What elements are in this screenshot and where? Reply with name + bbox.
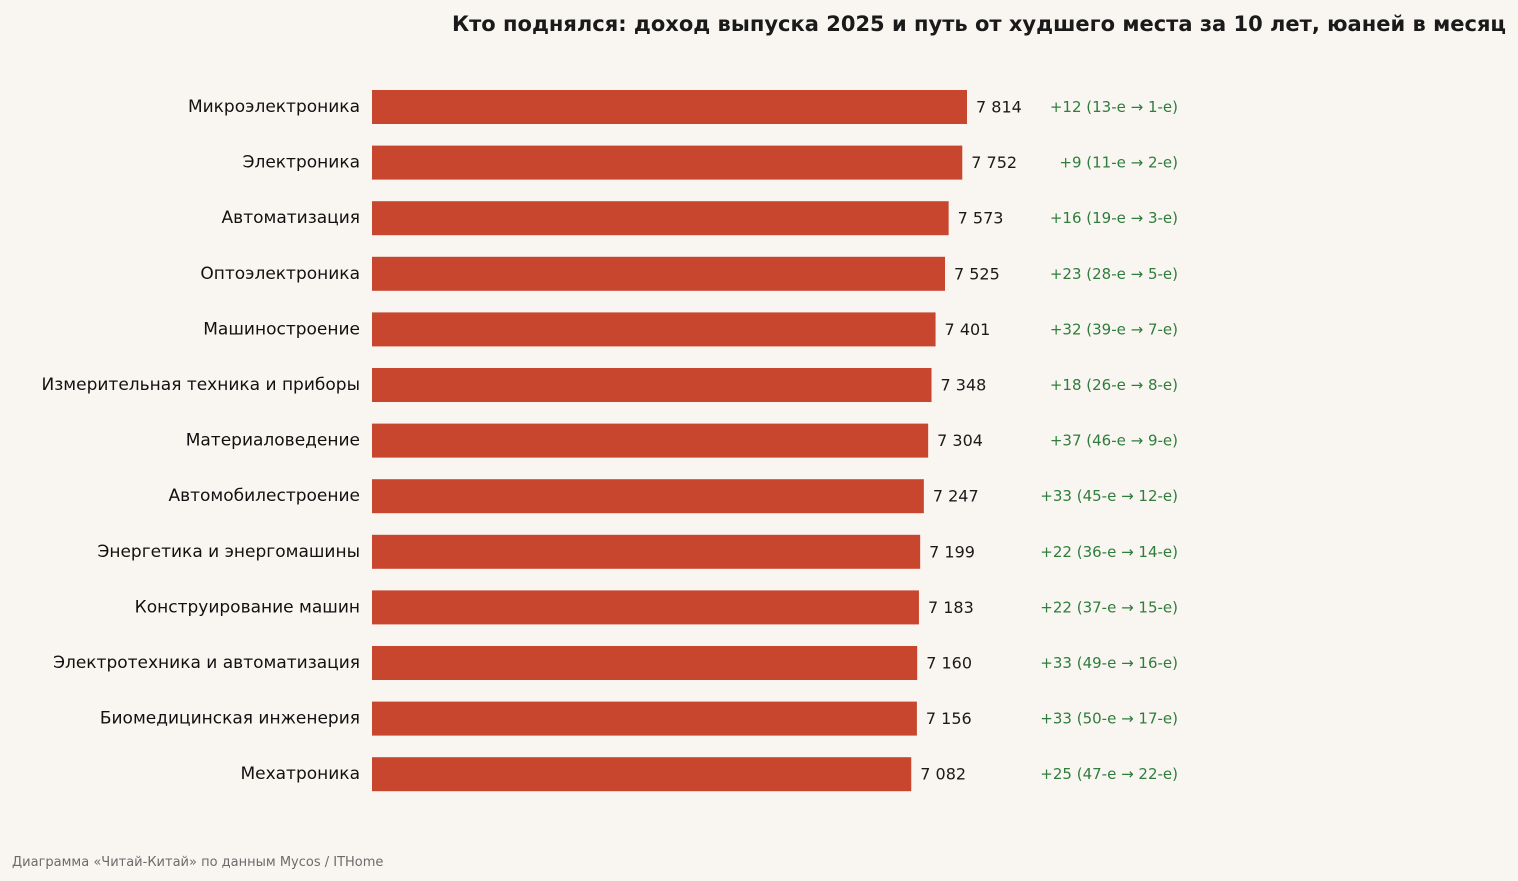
bar-group: Энергетика и энергомашины 7 199 +22 (36-е …	[97, 534, 1178, 569]
category-label: Энергетика и энергомашины	[97, 542, 360, 562]
value-label: 7 525	[954, 264, 1000, 283]
rank-change-label: +22 (37-е → 15-е)	[1040, 598, 1178, 616]
rank-change-label: +18 (26-е → 8-е)	[1050, 376, 1178, 394]
bar	[372, 368, 932, 402]
bars-layer: Микроэлектроника 7 814 +12 (13-е → 1-е) Эле…	[42, 90, 1178, 792]
bar	[372, 145, 963, 180]
bar-group: Автоматизация 7 573 +16 (19-е → 3-е)	[222, 201, 1178, 236]
category-label: Автоматизация	[222, 208, 360, 228]
category-label: Мехатроника	[240, 764, 360, 784]
rank-change-label: +37 (46-е → 9-е)	[1050, 432, 1178, 450]
bar	[372, 757, 912, 792]
category-label: Автомобилестроение	[168, 486, 360, 506]
chart-source: Диаграмма «Читай-Китай» по данным Mycos …	[12, 855, 383, 870]
value-label: 7 156	[926, 709, 972, 728]
category-label: Измерительная техника и приборы	[42, 375, 360, 395]
bar-group: Биомедицинская инженерия 7 156 +33 (50-е →…	[100, 701, 1178, 736]
category-label: Биомедицинская инженерия	[100, 709, 360, 729]
value-label: 7 199	[929, 542, 975, 561]
value-label: 7 183	[928, 598, 974, 617]
category-label: Электроника	[243, 153, 360, 173]
value-label: 7 247	[933, 487, 979, 506]
bar-group: Электротехника и автоматизация 7 160 +33 (…	[53, 646, 1178, 680]
bar-group: Материаловедение 7 304 +37 (46-е → 9-е)	[186, 423, 1178, 458]
bar	[372, 534, 921, 569]
bar	[372, 201, 949, 236]
bar	[372, 590, 919, 625]
bar-group: Конструирование машин 7 183 +22 (37-е → 15…	[135, 590, 1178, 625]
category-label: Электротехника и автоматизация	[53, 653, 360, 673]
bar	[372, 423, 929, 458]
rank-change-label: +33 (45-е → 12-е)	[1040, 487, 1178, 505]
bar-group: Мехатроника 7 082 +25 (47-е → 22-е)	[240, 757, 1178, 792]
rank-change-label: +12 (13-е → 1-е)	[1050, 98, 1178, 116]
value-label: 7 348	[941, 376, 987, 395]
bar-group: Микроэлектроника 7 814 +12 (13-е → 1-е)	[188, 90, 1178, 124]
category-label: Материаловедение	[186, 431, 360, 451]
value-label: 7 401	[945, 320, 991, 339]
bar	[372, 701, 917, 736]
rank-change-label: +25 (47-е → 22-е)	[1040, 765, 1178, 783]
value-label: 7 160	[926, 654, 972, 673]
category-label: Конструирование машин	[135, 597, 360, 617]
bar-group: Электроника 7 752 +9 (11-е → 2-е)	[243, 145, 1178, 180]
bar	[372, 479, 924, 514]
value-label: 7 752	[971, 153, 1017, 172]
rank-change-label: +33 (49-е → 16-е)	[1040, 654, 1178, 672]
chart-title: Кто поднялся: доход выпуска 2025 и путь …	[452, 12, 1506, 36]
value-label: 7 573	[958, 209, 1004, 228]
bar-group: Оптоэлектроника 7 525 +23 (28-е → 5-е)	[200, 256, 1178, 291]
rank-change-label: +9 (11-е → 2-е)	[1059, 154, 1178, 172]
bar-group: Измерительная техника и приборы 7 348 +18 …	[42, 368, 1178, 402]
bar	[372, 256, 945, 291]
rank-change-label: +32 (39-е → 7-е)	[1050, 320, 1178, 338]
rank-change-label: +16 (19-е → 3-е)	[1050, 209, 1178, 227]
bar-group: Автомобилестроение 7 247 +33 (45-е → 12-е)	[168, 479, 1178, 514]
bar-group: Машиностроение 7 401 +32 (39-е → 7-е)	[203, 312, 1178, 347]
value-label: 7 814	[976, 98, 1022, 117]
bar	[372, 646, 918, 680]
bar	[372, 312, 936, 347]
category-label: Оптоэлектроника	[200, 264, 360, 284]
rank-change-label: +22 (36-е → 14-е)	[1040, 543, 1178, 561]
value-label: 7 082	[920, 765, 966, 784]
rank-change-label: +33 (50-е → 17-е)	[1040, 710, 1178, 728]
value-label: 7 304	[937, 431, 983, 450]
rank-change-label: +23 (28-е → 5-е)	[1050, 265, 1178, 283]
category-label: Машиностроение	[203, 319, 360, 339]
category-label: Микроэлектроника	[188, 97, 360, 117]
bar	[372, 90, 967, 124]
